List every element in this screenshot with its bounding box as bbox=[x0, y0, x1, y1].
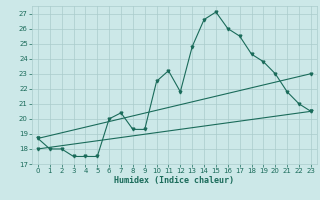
X-axis label: Humidex (Indice chaleur): Humidex (Indice chaleur) bbox=[115, 176, 234, 185]
